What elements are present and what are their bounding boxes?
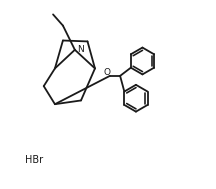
Text: O: O	[104, 68, 111, 77]
Text: N: N	[78, 45, 84, 54]
Text: HBr: HBr	[25, 155, 43, 165]
